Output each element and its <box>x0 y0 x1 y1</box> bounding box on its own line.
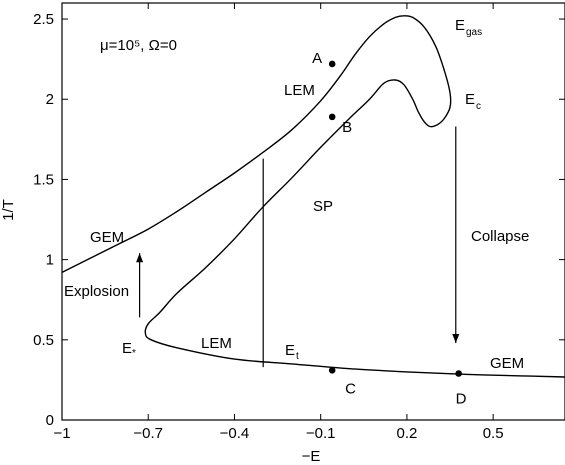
explosion-arrow-head <box>136 253 144 263</box>
y-tick-label: 1.5 <box>33 171 54 188</box>
e-star-subscript: * <box>132 348 136 359</box>
e-star-label: E <box>122 340 132 357</box>
e-c-label: E <box>465 91 475 108</box>
params-label: μ=10⁵, Ω=0 <box>100 37 177 54</box>
gem-left-label: GEM <box>90 229 124 246</box>
lem-lower-label: LEM <box>201 335 232 352</box>
lem-upper-label: LEM <box>284 82 315 99</box>
e-c-subscript: c <box>476 101 481 112</box>
x-tick-label: 0.2 <box>396 425 417 442</box>
explosion-label: Explosion <box>64 283 129 300</box>
x-tick-label: −0.7 <box>133 425 163 442</box>
y-tick-label: 2 <box>46 91 54 108</box>
series-curve <box>61 15 565 378</box>
marks: A B C D <box>136 50 467 407</box>
point-label-a: A <box>312 50 322 67</box>
y-axis-title: 1/T <box>0 199 17 221</box>
point-label-b: B <box>342 119 352 136</box>
point-c <box>328 366 336 374</box>
e-t-label: E <box>285 342 295 359</box>
x-axis-title: −E <box>302 448 321 465</box>
collapse-arrow-head <box>452 334 460 344</box>
e-gas-label: E <box>455 17 465 34</box>
point-d <box>455 370 462 377</box>
y-tick-label: 0 <box>46 412 54 429</box>
y-tick-label: 0.5 <box>33 332 54 349</box>
x-tick-label: 0.5 <box>483 425 504 442</box>
point-b <box>328 113 336 121</box>
ticks: −1 −0.7 −0.4 −0.1 0.2 0.5 0 0.5 1 1.5 2 2.5 <box>33 3 565 442</box>
curves <box>61 15 565 378</box>
point-label-c: C <box>345 380 356 397</box>
x-tick-label: −0.4 <box>220 425 250 442</box>
y-tick-label: 1 <box>46 252 54 269</box>
gem-right-label: GEM <box>490 355 524 372</box>
e-t-subscript: t <box>296 351 299 362</box>
plot-frame <box>61 2 565 421</box>
axes <box>61 2 565 421</box>
x-tick-label: −1 <box>53 425 70 442</box>
collapse-label: Collapse <box>471 228 529 245</box>
e-gas-subscript: gas <box>466 27 482 38</box>
point-a <box>328 60 336 68</box>
sp-label: SP <box>313 198 333 215</box>
x-tick-label: −0.1 <box>306 425 336 442</box>
y-tick-label: 2.5 <box>33 11 54 28</box>
point-label-d: D <box>456 390 467 407</box>
